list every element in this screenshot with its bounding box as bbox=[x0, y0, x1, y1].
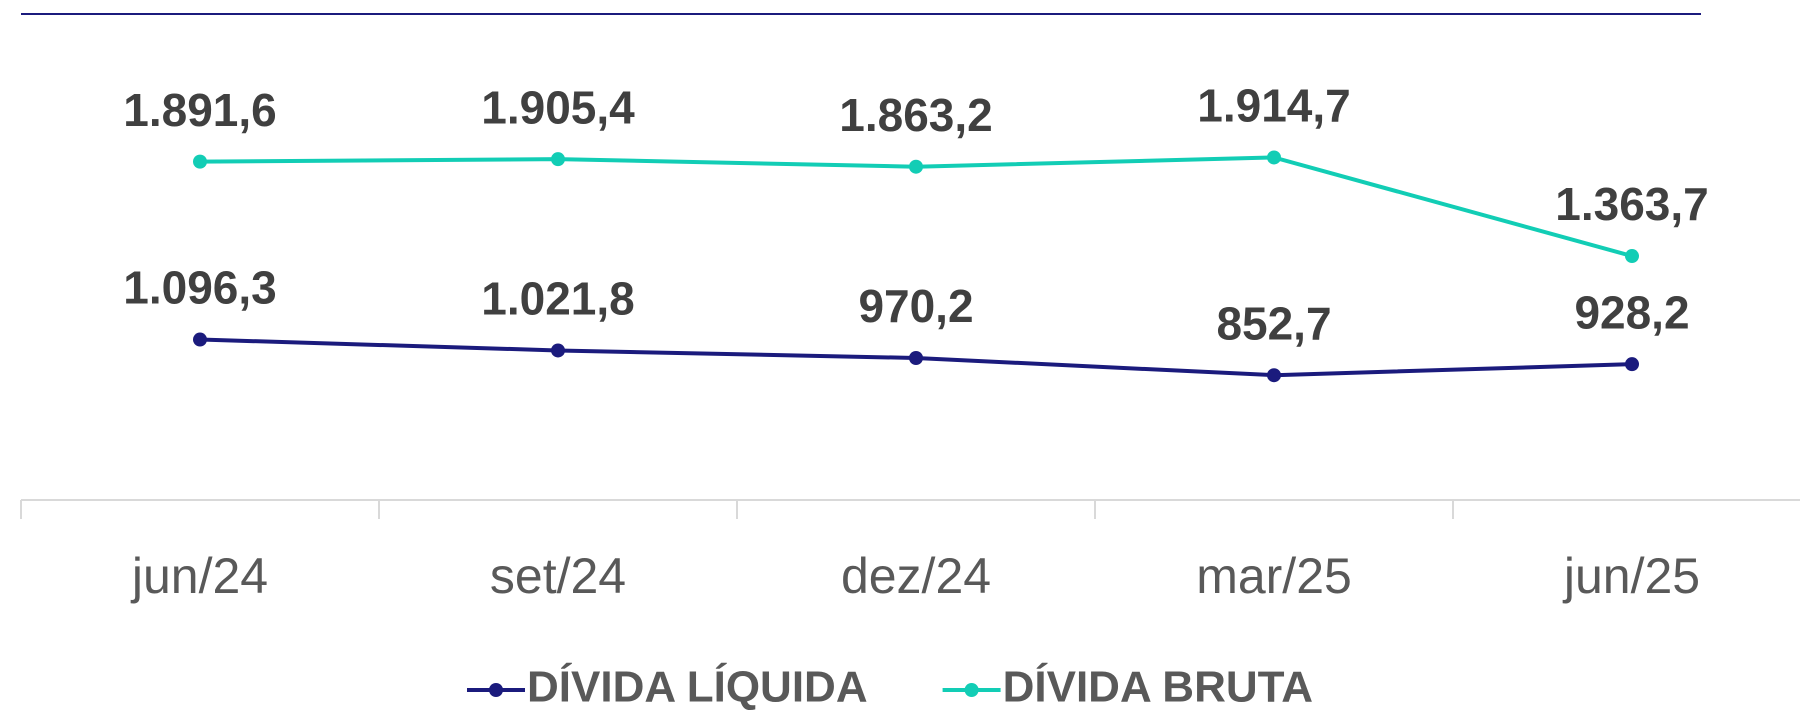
point bbox=[909, 350, 923, 365]
point bbox=[193, 332, 207, 347]
data-label: 1.863,2 bbox=[839, 89, 992, 141]
x-tick-label: mar/25 bbox=[1196, 548, 1352, 604]
legend-label: DÍVIDA LÍQUIDA bbox=[527, 662, 868, 711]
point bbox=[909, 159, 923, 174]
data-label: 928,2 bbox=[1574, 286, 1689, 338]
point bbox=[1267, 368, 1281, 383]
legend-label: DÍVIDA BRUTA bbox=[1003, 662, 1313, 711]
x-tick-label: dez/24 bbox=[841, 548, 991, 604]
point bbox=[551, 152, 565, 167]
legend-marker bbox=[489, 683, 503, 697]
x-tick-label: jun/24 bbox=[130, 548, 268, 604]
legend-marker bbox=[964, 683, 979, 697]
point bbox=[1625, 357, 1639, 372]
point bbox=[1267, 150, 1281, 165]
data-label: 1.891,6 bbox=[123, 84, 276, 136]
point bbox=[551, 343, 565, 358]
data-label: 970,2 bbox=[858, 280, 973, 332]
x-tick-label: jun/25 bbox=[1562, 548, 1700, 604]
point bbox=[1625, 249, 1639, 264]
data-label: 1.914,7 bbox=[1197, 80, 1350, 132]
data-label: 1.363,7 bbox=[1555, 178, 1708, 230]
data-label: 1.905,4 bbox=[481, 81, 635, 133]
point bbox=[193, 154, 207, 169]
data-label: 852,7 bbox=[1216, 297, 1331, 349]
data-label: 1.021,8 bbox=[481, 273, 634, 325]
x-tick-label: set/24 bbox=[490, 548, 626, 604]
data-label: 1.096,3 bbox=[123, 262, 276, 314]
